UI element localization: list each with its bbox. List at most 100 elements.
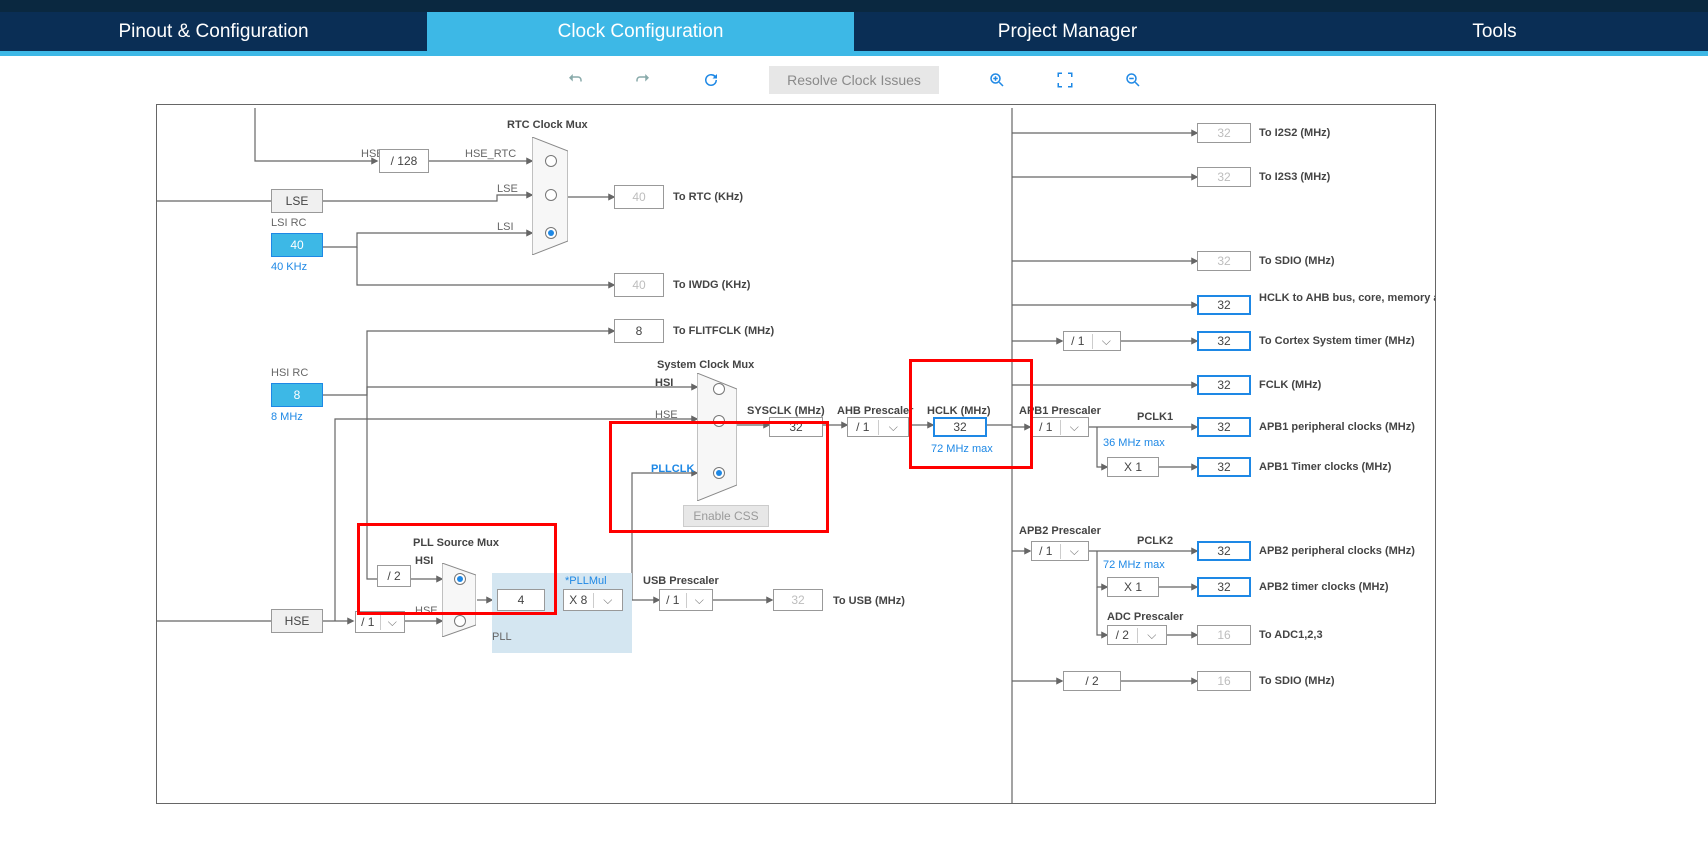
out-sdio2-label: To SDIO (MHz) bbox=[1259, 675, 1335, 687]
adc-presc-select[interactable]: / 2⌵ bbox=[1107, 625, 1167, 645]
sys-mux-title: System Clock Mux bbox=[657, 359, 754, 371]
resolve-clock-issues-button[interactable]: Resolve Clock Issues bbox=[769, 66, 939, 94]
rtc-mux-title: RTC Clock Mux bbox=[507, 119, 588, 131]
sys-mux-pll-radio[interactable] bbox=[713, 467, 725, 479]
cortex-presc-select[interactable]: / 1⌵ bbox=[1063, 331, 1121, 351]
apb1-presc-label: APB1 Prescaler bbox=[1019, 405, 1101, 417]
sysclk-value[interactable]: 32 bbox=[769, 417, 823, 437]
tab-tools[interactable]: Tools bbox=[1281, 12, 1708, 51]
out-sdio1-value: 32 bbox=[1197, 251, 1251, 271]
chevron-down-icon: ⌵ bbox=[1060, 420, 1089, 435]
pllmul-select[interactable]: X 8⌵ bbox=[563, 589, 623, 611]
out-apb1p-value[interactable]: 32 bbox=[1197, 417, 1251, 437]
apb2-max: 72 MHz max bbox=[1103, 559, 1165, 571]
lsi-sub: 40 KHz bbox=[271, 261, 307, 273]
rtc-mux-lse-radio[interactable] bbox=[545, 189, 557, 201]
out-fclk-label: FCLK (MHz) bbox=[1259, 379, 1321, 391]
hclk-label: HCLK (MHz) bbox=[927, 405, 991, 417]
rtc-mux-lsi-radio[interactable] bbox=[545, 227, 557, 239]
lse-source[interactable]: LSE bbox=[271, 189, 323, 213]
hsi-rc-label: HSI RC bbox=[271, 367, 308, 379]
pll-mux-hse-radio[interactable] bbox=[454, 615, 466, 627]
adc-presc-label: ADC Prescaler bbox=[1107, 611, 1183, 623]
iwdg-out-value: 40 bbox=[614, 273, 664, 297]
usb-out-label: To USB (MHz) bbox=[833, 595, 905, 607]
tab-project[interactable]: Project Manager bbox=[854, 12, 1281, 51]
chevron-down-icon: ⌵ bbox=[380, 615, 405, 630]
hclk-value[interactable]: 32 bbox=[933, 417, 987, 437]
sys-pllclk-label: PLLCLK bbox=[651, 463, 694, 475]
lsi-source[interactable]: 40 bbox=[271, 233, 323, 257]
hsi-sub: 8 MHz bbox=[271, 411, 303, 423]
clock-toolbar: Resolve Clock Issues bbox=[0, 56, 1708, 104]
out-apb1p-label: APB1 peripheral clocks (MHz) bbox=[1259, 421, 1415, 433]
out-hclk-value[interactable]: 32 bbox=[1197, 295, 1251, 315]
apb1-x1: X 1 bbox=[1107, 457, 1159, 477]
apb2-x1: X 1 bbox=[1107, 577, 1159, 597]
flitf-out-label: To FLITFCLK (MHz) bbox=[673, 325, 774, 337]
chevron-down-icon: ⌵ bbox=[1092, 334, 1121, 349]
out-cortex-label: To Cortex System timer (MHz) bbox=[1259, 335, 1415, 347]
usb-presc-label: USB Prescaler bbox=[643, 575, 719, 587]
out-apb1t-value[interactable]: 32 bbox=[1197, 457, 1251, 477]
apb2-presc-select[interactable]: / 1⌵ bbox=[1031, 541, 1089, 561]
enable-css-button[interactable]: Enable CSS bbox=[683, 505, 769, 527]
sdio-presc: / 2 bbox=[1063, 671, 1121, 691]
top-strip bbox=[0, 0, 1708, 12]
pll-word: PLL bbox=[492, 631, 512, 643]
ahb-presc-select[interactable]: / 1⌵ bbox=[847, 417, 909, 437]
fit-icon[interactable] bbox=[1055, 70, 1075, 90]
sysclk-label: SYSCLK (MHz) bbox=[747, 405, 825, 417]
out-i2s3-label: To I2S3 (MHz) bbox=[1259, 171, 1330, 183]
pll-hsi-label: HSI bbox=[415, 555, 433, 567]
rtc-mux-hse-radio[interactable] bbox=[545, 155, 557, 167]
tab-pinout[interactable]: Pinout & Configuration bbox=[0, 12, 427, 51]
out-hclk-label: HCLK to AHB bus, core, memory and DMA (M… bbox=[1259, 293, 1429, 304]
hsi-source[interactable]: 8 bbox=[271, 383, 323, 407]
apb1-presc-select[interactable]: / 1⌵ bbox=[1031, 417, 1089, 437]
usb-presc-select[interactable]: / 1⌵ bbox=[659, 589, 713, 611]
zoom-in-icon[interactable] bbox=[987, 70, 1007, 90]
ahb-presc-value: / 1 bbox=[848, 420, 878, 434]
ahb-presc-label: AHB Prescaler bbox=[837, 405, 913, 417]
pll-hse-label: HSE bbox=[415, 605, 438, 617]
usb-out-value: 32 bbox=[773, 589, 823, 611]
hse-source[interactable]: HSE bbox=[271, 609, 323, 633]
out-cortex-value[interactable]: 32 bbox=[1197, 331, 1251, 351]
out-apb1t-label: APB1 Timer clocks (MHz) bbox=[1259, 461, 1391, 473]
out-apb2p-value[interactable]: 32 bbox=[1197, 541, 1251, 561]
wires bbox=[157, 105, 1436, 804]
tab-clock[interactable]: Clock Configuration bbox=[427, 12, 854, 51]
pclk1-label: PCLK1 bbox=[1137, 411, 1173, 423]
redo-icon[interactable] bbox=[633, 70, 653, 90]
chevron-down-icon: ⌵ bbox=[1137, 628, 1167, 643]
rtc-out-label: To RTC (KHz) bbox=[673, 191, 743, 203]
sys-hsi-label: HSI bbox=[655, 377, 673, 389]
pll-hse-div-select[interactable]: / 1⌵ bbox=[355, 611, 405, 633]
lsi-rc-label: LSI RC bbox=[271, 217, 306, 229]
pll-hse-div-value: / 1 bbox=[356, 615, 380, 629]
undo-icon[interactable] bbox=[565, 70, 585, 90]
cortex-presc-value: / 1 bbox=[1064, 334, 1092, 348]
out-apb2t-value[interactable]: 32 bbox=[1197, 577, 1251, 597]
refresh-icon[interactable] bbox=[701, 70, 721, 90]
lse-signal-label: LSE bbox=[497, 183, 518, 195]
zoom-out-icon[interactable] bbox=[1123, 70, 1143, 90]
pclk2-label: PCLK2 bbox=[1137, 535, 1173, 547]
out-fclk-value[interactable]: 32 bbox=[1197, 375, 1251, 395]
pll-n-value[interactable]: 4 bbox=[497, 589, 545, 611]
out-apb2p-label: APB2 peripheral clocks (MHz) bbox=[1259, 545, 1415, 557]
sys-mux-hse-radio[interactable] bbox=[713, 415, 725, 427]
apb2-presc-label: APB2 Prescaler bbox=[1019, 525, 1101, 537]
out-adc-value: 16 bbox=[1197, 625, 1251, 645]
sys-mux-hsi-radio[interactable] bbox=[713, 383, 725, 395]
apb1-max: 36 MHz max bbox=[1103, 437, 1165, 449]
pll-mux-hsi-radio[interactable] bbox=[454, 573, 466, 585]
clock-canvas[interactable]: Input frequency 32.768 0-1000 KHz Input … bbox=[156, 104, 1436, 804]
out-adc-label: To ADC1,2,3 bbox=[1259, 629, 1323, 641]
usb-presc-value: / 1 bbox=[660, 593, 686, 607]
hse-rtc-divider[interactable]: / 128 bbox=[379, 149, 429, 173]
apb1-presc-value: / 1 bbox=[1032, 420, 1060, 434]
hclk-max: 72 MHz max bbox=[931, 443, 993, 455]
lsi-signal-label: LSI bbox=[497, 221, 514, 233]
